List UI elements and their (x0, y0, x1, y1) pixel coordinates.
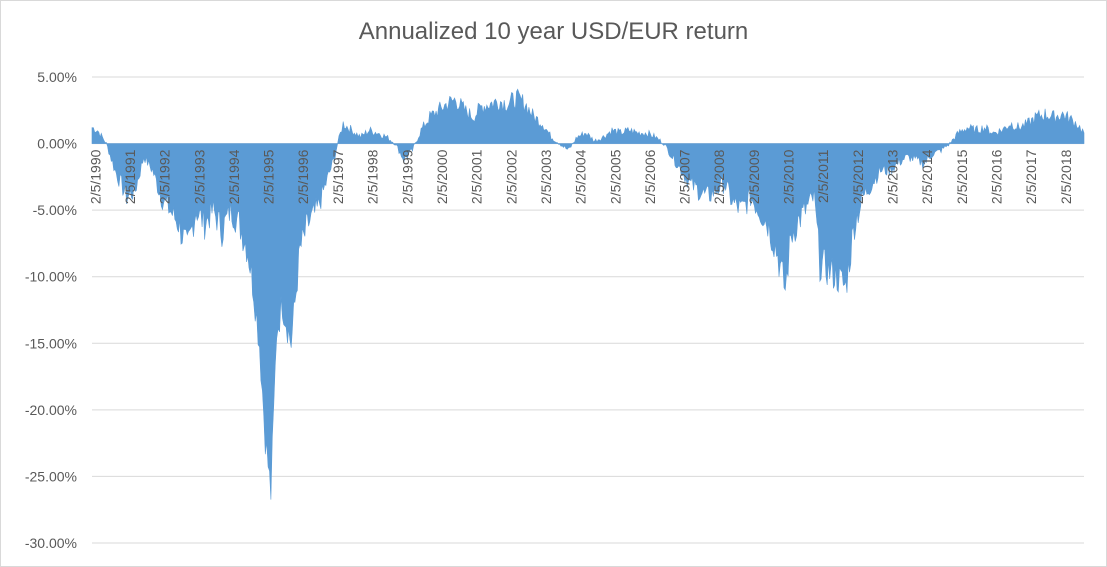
x-tick-label: 2/5/2018 (1058, 149, 1074, 204)
y-tick-label: -15.00% (25, 335, 77, 351)
y-tick-label: -10.00% (25, 269, 77, 285)
x-tick-label: 2/5/2014 (919, 149, 935, 204)
y-tick-label: 5.00% (37, 69, 77, 85)
x-tick-label: 2/5/1991 (122, 149, 138, 204)
y-tick-label: 0.00% (37, 136, 77, 152)
x-tick-label: 2/5/1992 (157, 149, 173, 204)
x-tick-label: 2/5/2002 (503, 149, 519, 204)
x-tick-label: 2/5/1999 (399, 149, 415, 204)
x-tick-label: 2/5/2016 (989, 149, 1005, 204)
y-tick-label: -30.00% (25, 535, 77, 551)
chart-title: Annualized 10 year USD/EUR return (358, 18, 749, 45)
x-tick-label: 2/5/2015 (954, 149, 970, 204)
series-area-group (91, 88, 1085, 500)
y-tick-label: -20.00% (25, 402, 77, 418)
x-tick-label: 2/5/2005 (607, 149, 623, 204)
x-tick-label: 2/5/1997 (330, 149, 346, 204)
x-tick-label: 2/5/2011 (815, 149, 831, 203)
x-tick-label: 2/5/2017 (1023, 149, 1039, 204)
x-tick-label: 2/5/2006 (642, 149, 658, 204)
y-tick-label: -25.00% (25, 468, 77, 484)
x-tick-label: 2/5/1995 (261, 149, 277, 204)
x-tick-label: 2/5/2012 (850, 149, 866, 204)
x-tick-label: 2/5/1994 (226, 149, 242, 204)
x-tick-label: 2/5/1996 (295, 149, 311, 204)
x-tick-label: 2/5/1993 (191, 149, 207, 204)
x-tick-label: 2/5/2000 (434, 149, 450, 204)
x-tick-label: 2/5/2001 (469, 149, 485, 204)
x-tick-label: 2/5/2009 (746, 149, 762, 204)
y-axis: 5.00% 0.00% -5.00% -10.00% -15.00% -20.00% -25… (25, 69, 77, 551)
x-tick-label: 2/5/2004 (573, 149, 589, 204)
y-tick-label: -5.00% (33, 202, 77, 218)
x-tick-label: 2/5/2008 (711, 149, 727, 204)
x-tick-label: 2/5/2013 (885, 149, 901, 204)
x-tick-label: 2/5/2007 (677, 149, 693, 204)
x-axis: 2/5/1990 2/5/1991 2/5/1992 2/5/1993 2/5/1994… (87, 149, 1074, 204)
x-tick-label: 2/5/1998 (365, 149, 381, 204)
x-tick-label: 2/5/2003 (538, 149, 554, 204)
x-tick-label: 2/5/1990 (87, 149, 103, 204)
x-tick-label: 2/5/2010 (781, 149, 797, 204)
series-area (91, 88, 1085, 500)
